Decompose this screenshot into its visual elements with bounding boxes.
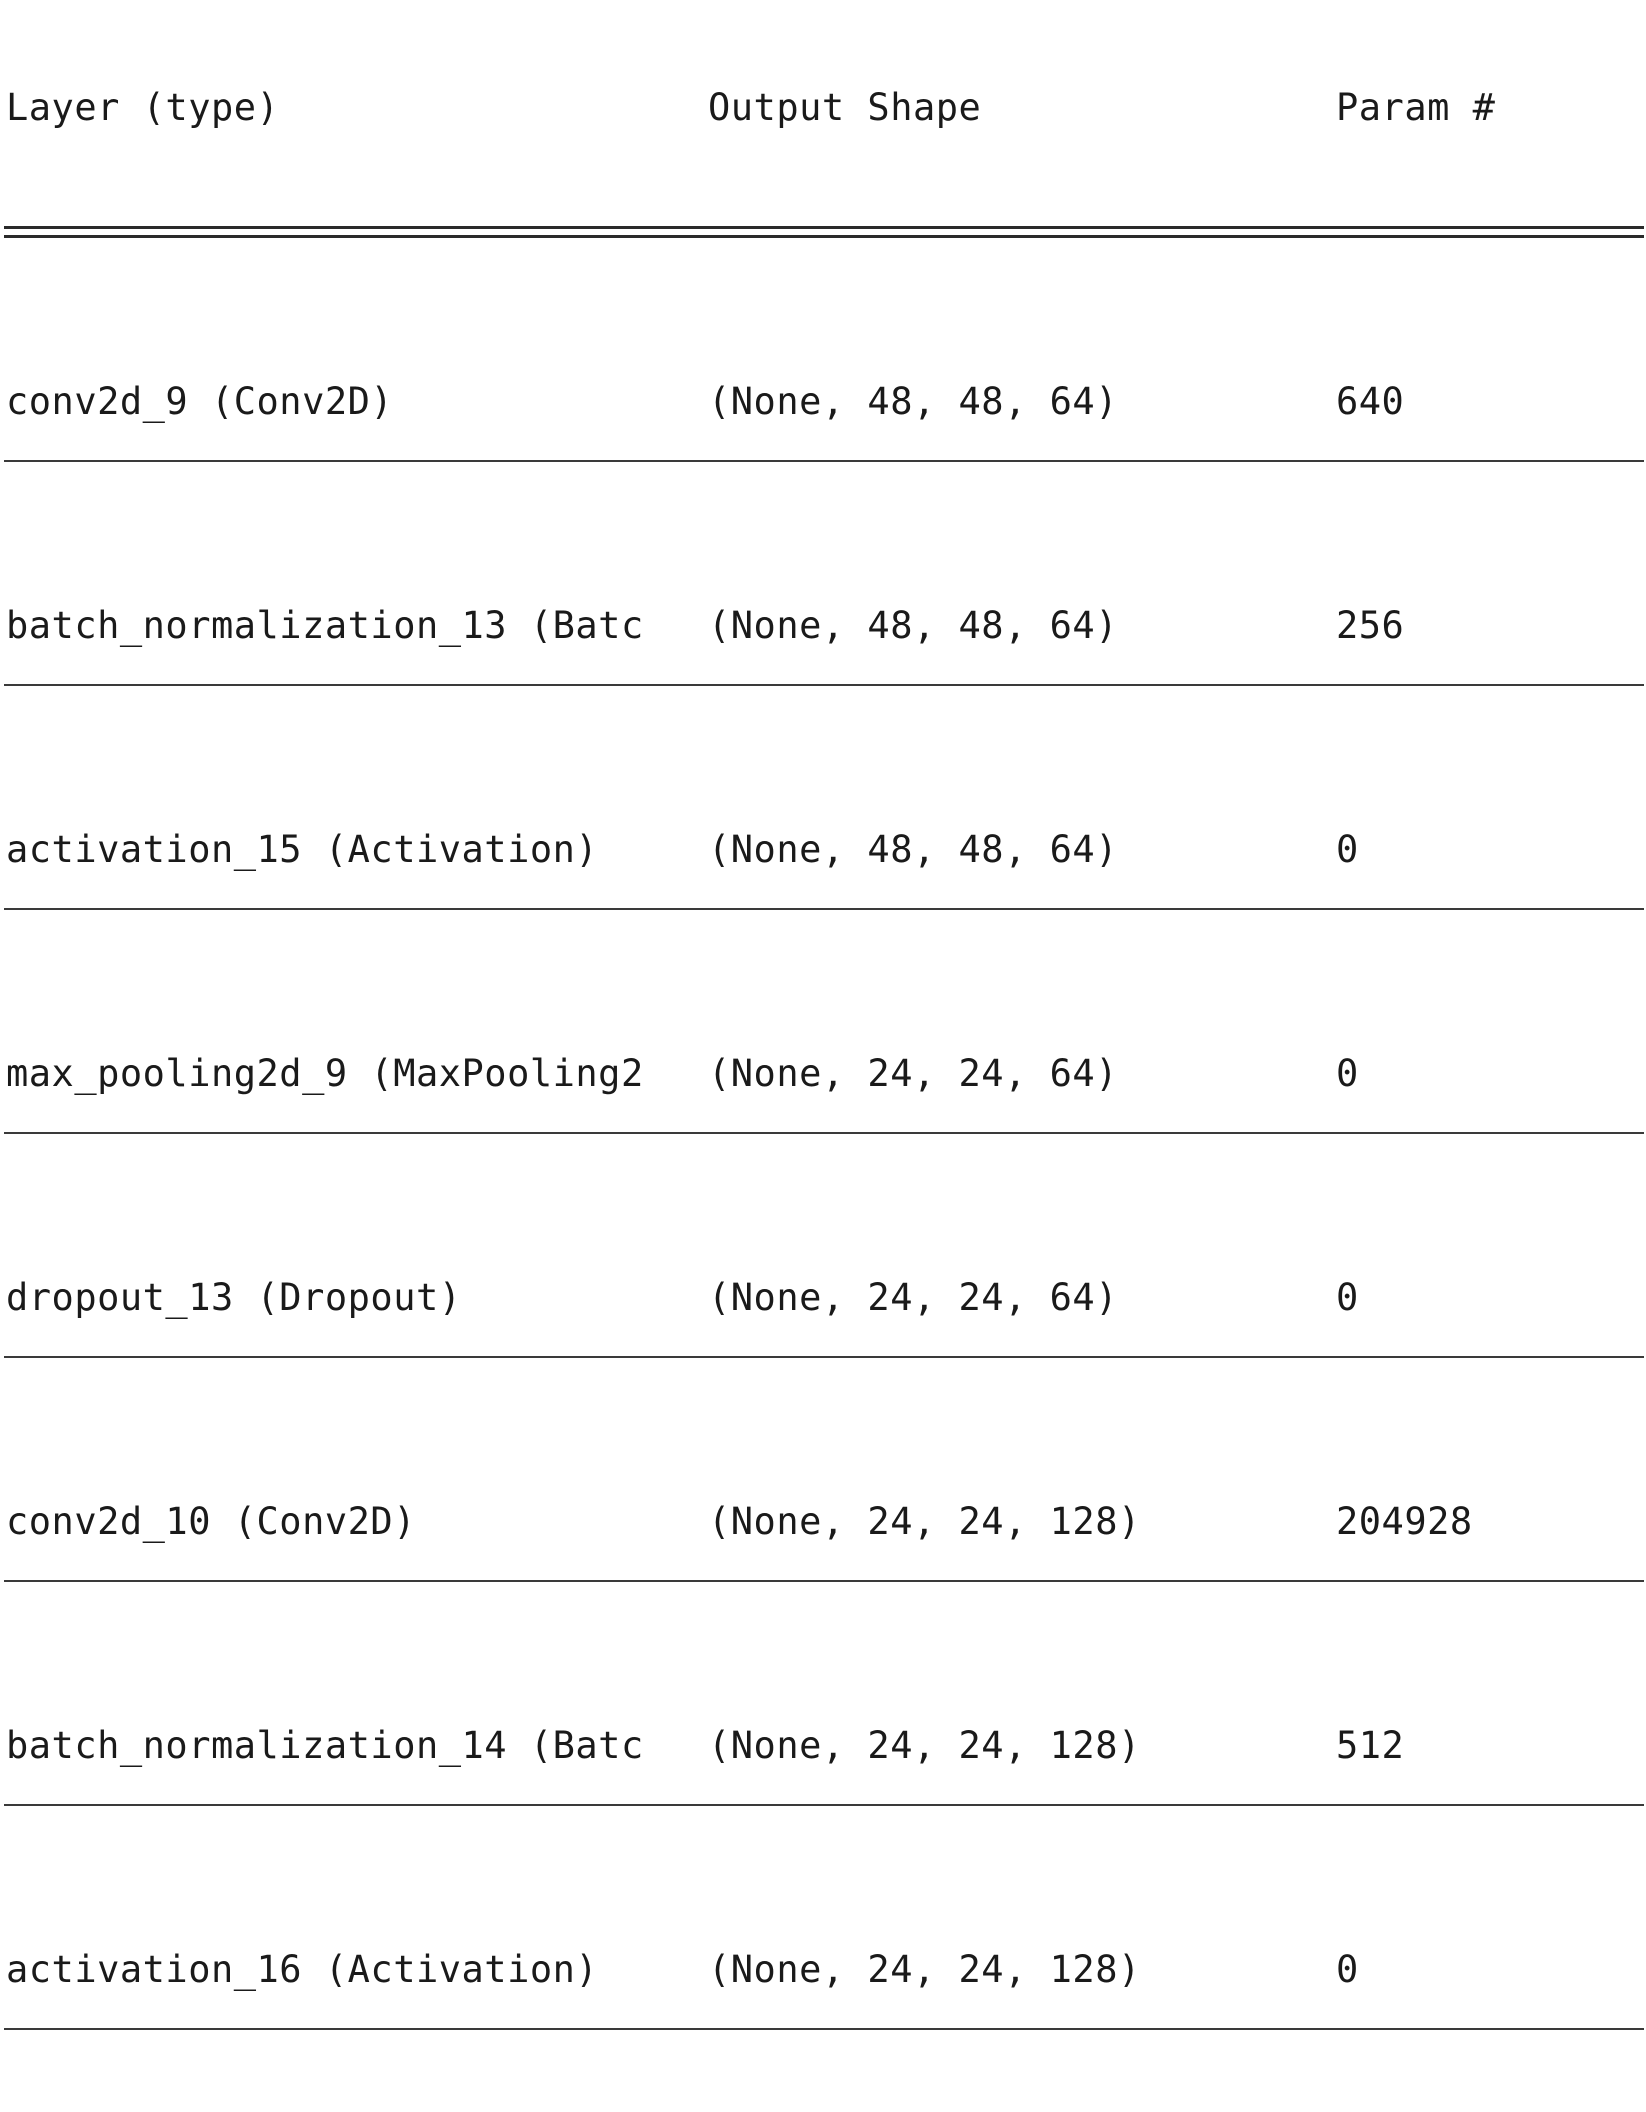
row-divider xyxy=(4,908,1644,910)
param-count: 256 xyxy=(1336,604,1405,647)
layer-name: activation_15 (Activation) xyxy=(6,828,599,871)
row-divider xyxy=(4,1356,1644,1358)
output-shape: (None, 48, 48, 64) xyxy=(708,828,1118,871)
layer-name: dropout_13 (Dropout) xyxy=(6,1276,462,1319)
param-count: 512 xyxy=(1336,1724,1405,1767)
table-row: activation_15 (Activation) (None, 48, 48… xyxy=(4,815,1646,910)
row-divider xyxy=(4,2028,1644,2030)
layer-name: batch_normalization_14 (Batc xyxy=(6,1724,644,1767)
param-count: 640 xyxy=(1336,380,1405,423)
table-row: activation_16 (Activation) (None, 24, 24… xyxy=(4,1935,1646,2030)
header-param-count: Param # xyxy=(1336,86,1496,129)
table-row: dropout_13 (Dropout) (None, 24, 24, 64) … xyxy=(4,1263,1646,1358)
row-divider xyxy=(4,460,1644,462)
table-row: batch_normalization_13 (Batc (None, 48, … xyxy=(4,591,1646,686)
table-row: batch_normalization_14 (Batc (None, 24, … xyxy=(4,1711,1646,1806)
layer-name: conv2d_9 (Conv2D) xyxy=(6,380,394,423)
param-count: 0 xyxy=(1336,828,1359,871)
param-count: 204928 xyxy=(1336,1500,1473,1543)
row-divider xyxy=(4,1580,1644,1582)
table-header: Layer (type) Output Shape Param # xyxy=(6,86,1646,136)
header-double-divider xyxy=(4,226,1644,238)
layer-name: conv2d_10 (Conv2D) xyxy=(6,1500,416,1543)
row-divider xyxy=(4,1132,1644,1134)
header-output-shape: Output Shape xyxy=(708,86,982,129)
row-divider xyxy=(4,684,1644,686)
layer-name: activation_16 (Activation) xyxy=(6,1948,599,1991)
layer-name: max_pooling2d_9 (MaxPooling2 xyxy=(6,1052,644,1095)
output-shape: (None, 24, 24, 128) xyxy=(708,1724,1141,1767)
output-shape: (None, 24, 24, 64) xyxy=(708,1052,1118,1095)
param-count: 0 xyxy=(1336,1052,1359,1095)
table-row: conv2d_9 (Conv2D) (None, 48, 48, 64) 640 xyxy=(4,367,1646,462)
row-divider xyxy=(4,1804,1644,1806)
output-shape: (None, 24, 24, 128) xyxy=(708,1500,1141,1543)
header-layer-type: Layer (type) xyxy=(6,86,280,129)
output-shape: (None, 24, 24, 64) xyxy=(708,1276,1118,1319)
output-shape: (None, 24, 24, 128) xyxy=(708,1948,1141,1991)
layer-name: batch_normalization_13 (Batc xyxy=(6,604,644,647)
model-summary-table: Layer (type) Output Shape Param # conv2d… xyxy=(4,0,1646,2112)
output-shape: (None, 48, 48, 64) xyxy=(708,380,1118,423)
param-count: 0 xyxy=(1336,1948,1359,1991)
table-row: conv2d_10 (Conv2D) (None, 24, 24, 128) 2… xyxy=(4,1487,1646,1582)
table-row: max_pooling2d_9 (MaxPooling2 (None, 24, … xyxy=(4,1039,1646,1134)
output-shape: (None, 48, 48, 64) xyxy=(708,604,1118,647)
param-count: 0 xyxy=(1336,1276,1359,1319)
